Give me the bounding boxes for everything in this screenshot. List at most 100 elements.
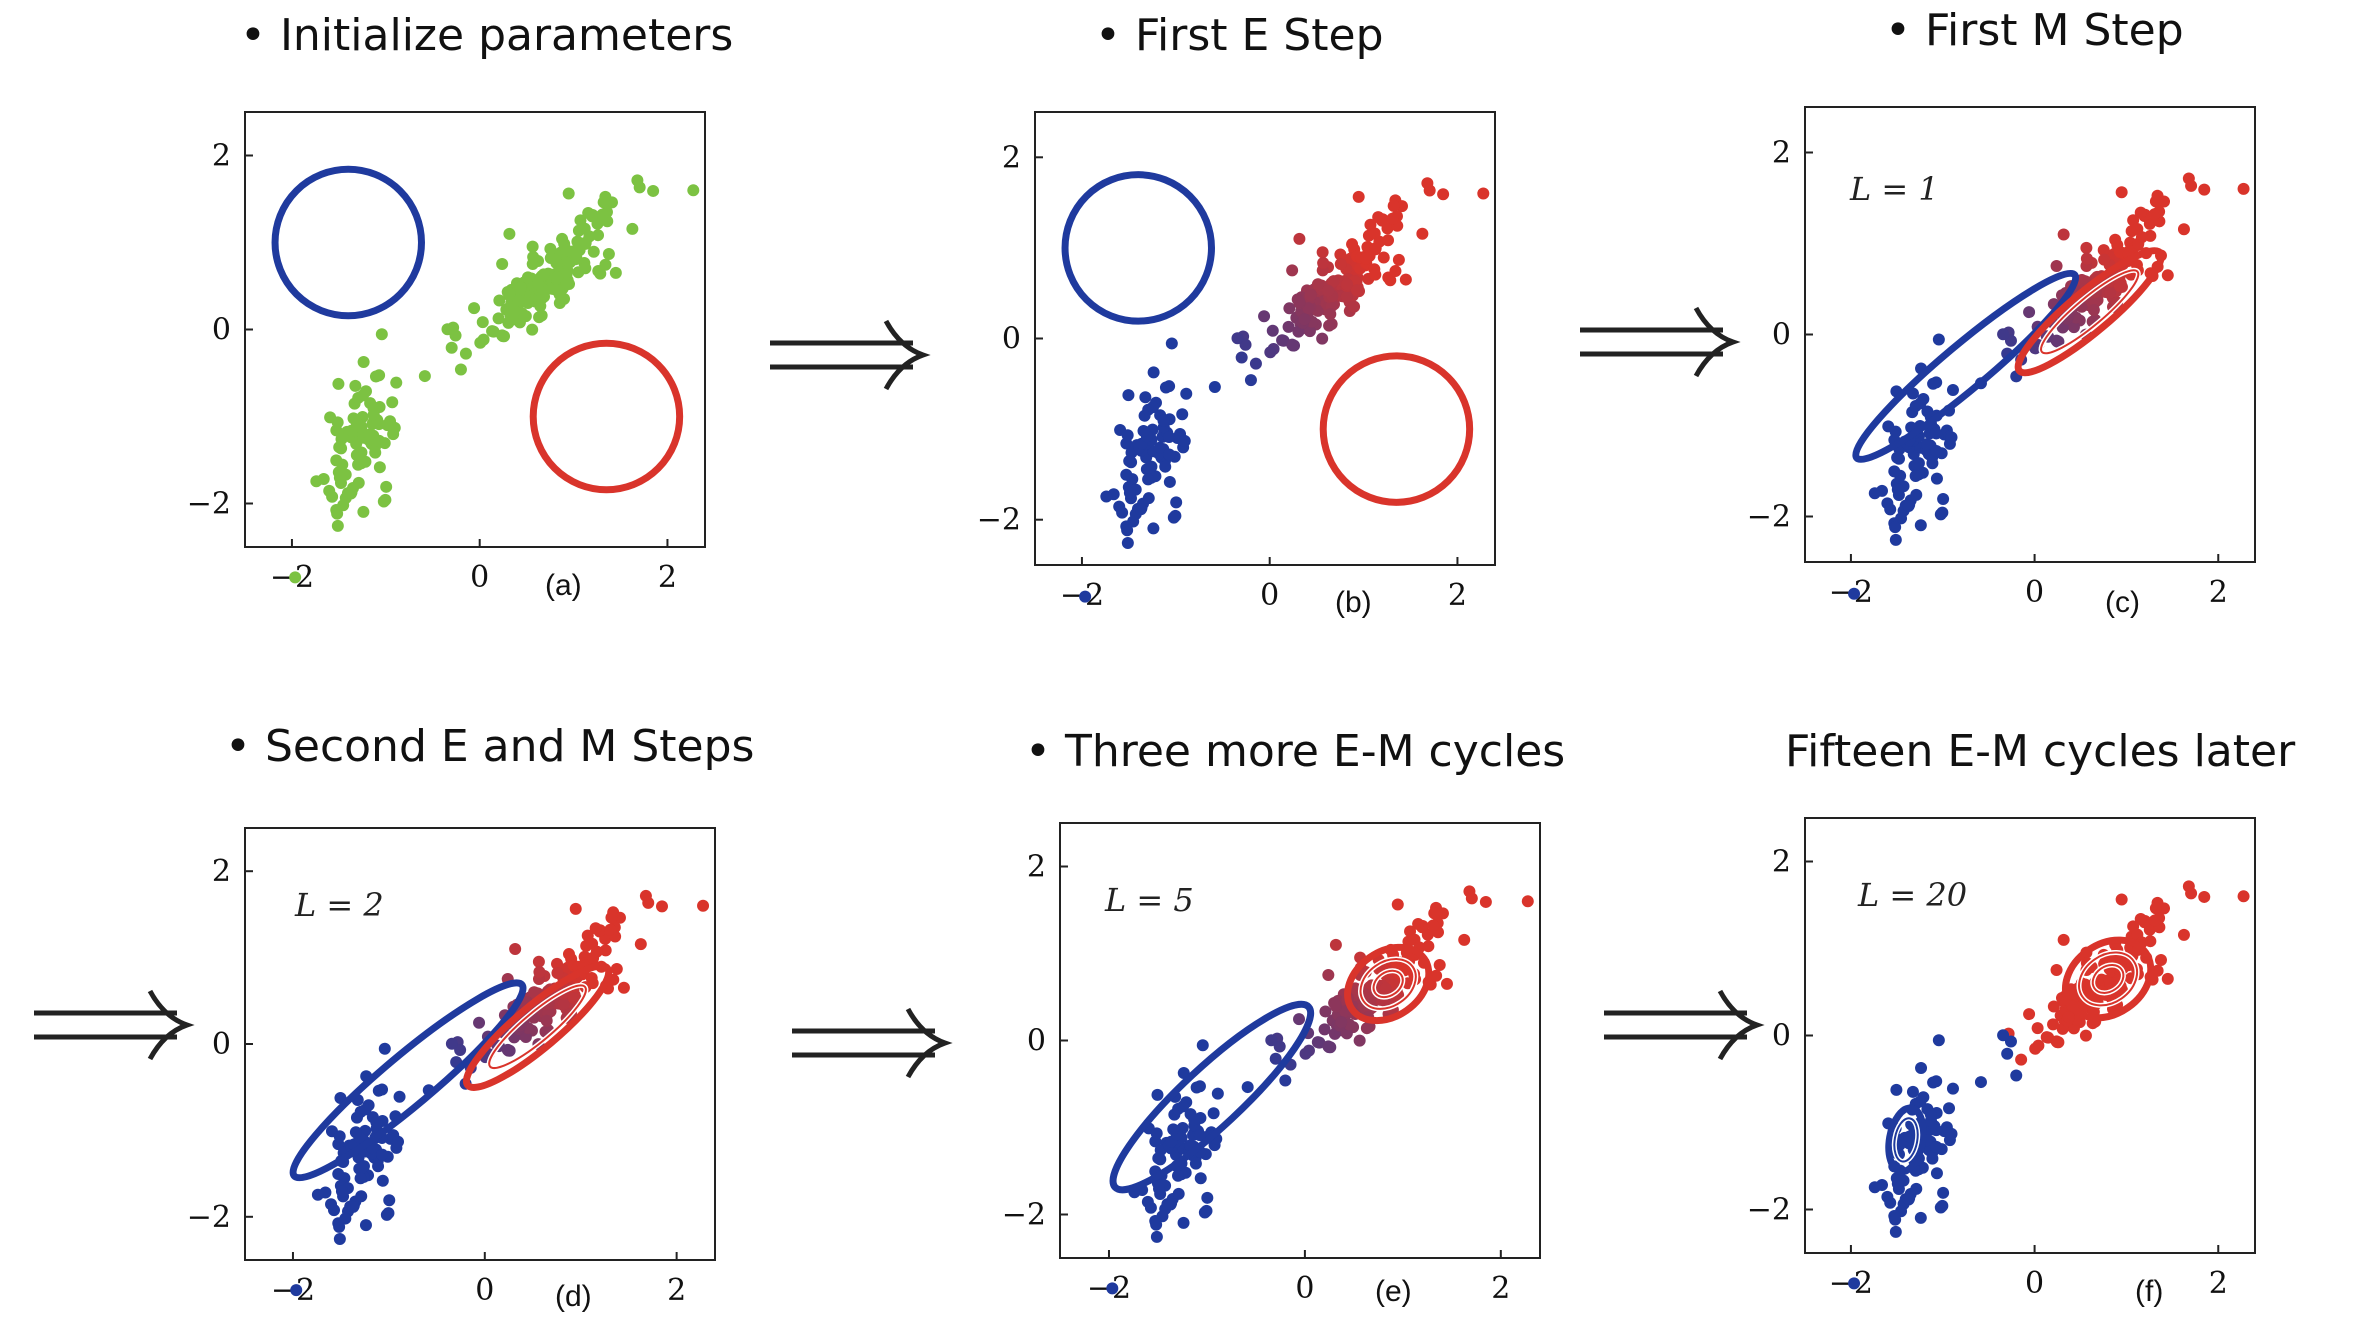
y-tick-label: 0	[1002, 322, 1021, 357]
data-point	[1322, 284, 1335, 297]
data-point	[513, 316, 526, 329]
data-point	[1348, 300, 1361, 313]
data-point	[589, 922, 602, 935]
data-point	[1914, 397, 1927, 410]
y-tick-label: 2	[1002, 140, 1021, 175]
data-point	[1139, 391, 1152, 404]
data-point	[1282, 320, 1295, 333]
data-point	[1193, 1129, 1206, 1142]
data-point	[1163, 475, 1176, 488]
data-point	[2098, 253, 2111, 266]
data-point	[1283, 302, 1296, 315]
data-point	[583, 230, 596, 243]
double-arrow-icon	[770, 319, 931, 391]
data-point	[454, 1043, 467, 1056]
data-point	[1437, 188, 1450, 201]
data-point	[2154, 954, 2167, 967]
data-point	[1189, 1157, 1202, 1170]
data-point	[2177, 928, 2190, 941]
data-point	[1211, 1087, 1224, 1100]
data-point	[610, 963, 623, 976]
y-tick-label: −2	[1747, 1193, 1791, 1228]
data-point	[2047, 1018, 2060, 1031]
x-tick-label: 2	[667, 1273, 686, 1308]
data-point	[1264, 346, 1277, 359]
data-point	[1914, 519, 1927, 532]
data-point	[514, 281, 527, 294]
data-point	[1465, 892, 1478, 905]
blue-gaussian-contour	[289, 979, 527, 1182]
data-point	[331, 519, 344, 532]
data-point	[1266, 324, 1279, 337]
scatter-plot: −20220−2	[187, 827, 716, 1308]
data-point	[347, 1200, 360, 1213]
data-point	[1327, 275, 1340, 288]
data-point	[290, 1284, 303, 1297]
arrow-c-to-d	[32, 985, 202, 1065]
x-tick-label: 2	[658, 560, 677, 595]
data-point	[2149, 902, 2162, 915]
data-point	[1889, 1225, 1902, 1238]
data-point	[2148, 208, 2161, 221]
data-point	[367, 402, 380, 415]
data-point	[1235, 351, 1248, 364]
data-point	[388, 421, 401, 434]
data-point	[373, 418, 386, 431]
data-point	[586, 977, 599, 990]
data-point	[1316, 246, 1329, 259]
data-point	[562, 948, 575, 961]
data-point	[349, 379, 362, 392]
data-point	[2177, 223, 2190, 236]
data-point	[1153, 441, 1166, 454]
x-tick-label: 2	[1448, 578, 1467, 613]
panel-f: Fifteen E-M cycles later −20220−2 (f) L …	[1580, 666, 2370, 1332]
data-point	[376, 1174, 389, 1187]
data-point	[445, 1037, 458, 1050]
data-point	[1932, 333, 1945, 346]
data-point	[605, 196, 618, 209]
blue-gaussian-contour	[1885, 1104, 1927, 1176]
plot-b: • First E Step −20220−2 (b)	[977, 10, 1496, 619]
data-point	[1433, 959, 1446, 972]
plot-c: • First M Step −20220−2 (c) L = 1	[1747, 5, 2256, 619]
data-point	[2104, 977, 2117, 990]
x-tick-label: 0	[1260, 578, 1279, 613]
data-point	[370, 1116, 383, 1129]
data-point	[556, 232, 569, 245]
data-point	[355, 1161, 368, 1174]
red-gaussian-contour	[1319, 352, 1474, 506]
data-point	[353, 447, 366, 460]
data-point	[1395, 200, 1408, 213]
data-point	[383, 1194, 396, 1207]
data-point	[587, 245, 600, 258]
data-point	[1891, 1177, 1904, 1190]
arrow-d-to-e	[790, 1003, 960, 1083]
data-point	[647, 184, 660, 197]
subfigure-label: (a)	[545, 569, 582, 602]
data-point	[1142, 473, 1155, 486]
data-point	[1381, 222, 1394, 235]
data-point	[1884, 503, 1897, 516]
data-point	[331, 507, 344, 520]
y-tick-label: 2	[212, 854, 231, 889]
data-point	[1249, 357, 1262, 370]
step-title: • First M Step	[1885, 5, 2184, 56]
data-point	[2185, 887, 2198, 900]
data-point	[1100, 490, 1113, 503]
data-point	[2149, 195, 2162, 208]
data-point	[1399, 273, 1412, 286]
data-point	[582, 206, 595, 219]
data-point	[1932, 1034, 1945, 1047]
data-point	[626, 222, 639, 235]
data-point	[1239, 338, 1252, 351]
data-point	[1312, 278, 1325, 291]
data-point	[445, 341, 458, 354]
data-point	[1165, 337, 1178, 350]
blue-gaussian-contour	[1061, 171, 1215, 325]
data-point	[1479, 895, 1492, 908]
data-point	[1891, 483, 1904, 496]
data-point	[2004, 334, 2017, 347]
data-point	[1359, 252, 1372, 265]
data-point	[1193, 1080, 1206, 1093]
data-point	[468, 302, 481, 315]
